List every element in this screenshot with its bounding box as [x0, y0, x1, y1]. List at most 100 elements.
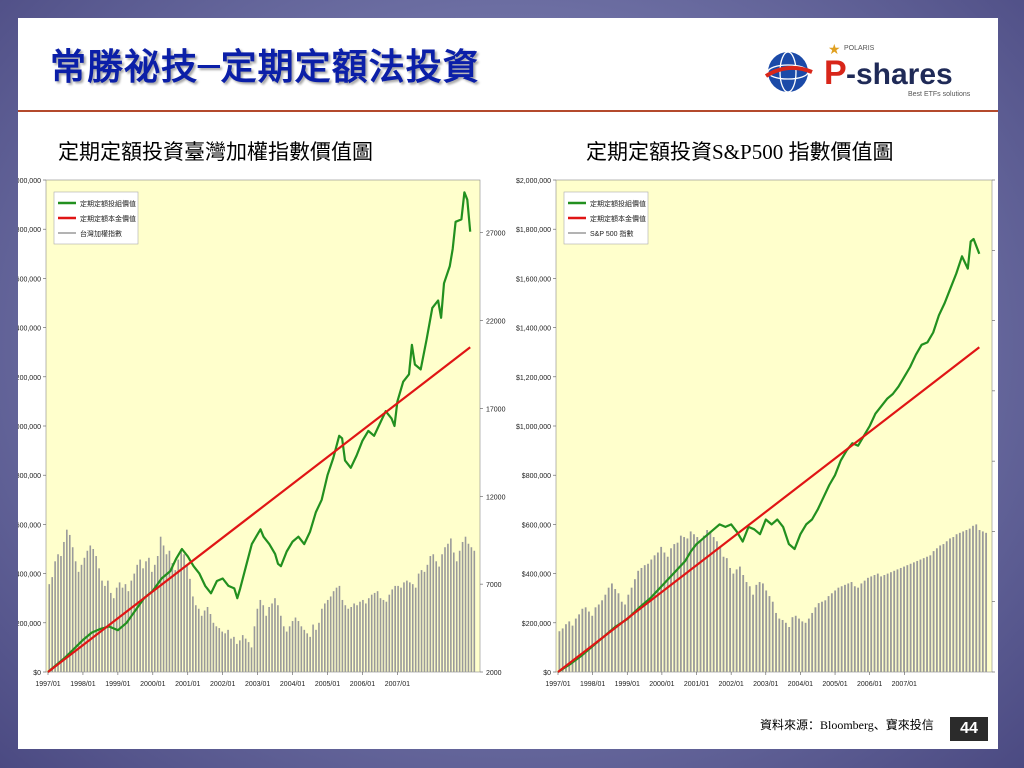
index-bar: [958, 532, 961, 672]
globe-icon: [764, 51, 813, 93]
index-bar: [203, 610, 206, 672]
index-bar: [909, 563, 912, 672]
index-bar: [601, 600, 603, 672]
plot-area: [555, 179, 993, 673]
index-bar: [189, 578, 191, 672]
index-bar: [679, 535, 682, 672]
index-bar: [236, 643, 238, 672]
x-tick-label: 1999/01: [615, 681, 640, 688]
index-bar: [919, 559, 922, 672]
index-bar: [949, 538, 951, 672]
index-bar: [470, 547, 473, 672]
index-bar: [370, 594, 373, 672]
index-bar: [271, 603, 273, 672]
index-bar: [359, 601, 361, 672]
index-bar: [860, 583, 863, 672]
index-bar: [177, 559, 180, 672]
index-bar: [329, 596, 332, 672]
index-bar: [51, 577, 53, 672]
index-bar: [247, 642, 250, 672]
y-left-tick-label: $200,000: [522, 621, 551, 628]
index-bar: [238, 640, 241, 672]
index-bar: [197, 608, 200, 672]
index-bar: [77, 571, 80, 672]
index-bar: [71, 547, 74, 672]
index-bar: [630, 587, 633, 672]
index-bar: [321, 608, 323, 672]
index-bar: [344, 605, 347, 672]
x-tick-label: 2001/01: [175, 681, 200, 688]
x-tick-label: 2006/01: [350, 681, 375, 688]
index-bar: [400, 587, 402, 672]
index-bar: [765, 590, 768, 672]
index-bar: [752, 594, 754, 672]
index-bar: [788, 627, 791, 672]
index-bar: [571, 625, 574, 672]
index-bar: [981, 531, 984, 672]
index-bar: [406, 580, 408, 672]
y-left-tick-label: $1,800,000: [18, 227, 41, 234]
y-left-tick-label: $800,000: [522, 473, 551, 480]
index-bar: [584, 607, 587, 672]
index-bar: [458, 550, 461, 672]
index-bar: [699, 541, 702, 672]
index-bar: [561, 628, 564, 672]
index-bar: [968, 528, 971, 672]
index-bar: [558, 631, 561, 672]
index-bar: [798, 618, 800, 672]
index-bar: [83, 557, 86, 672]
index-bar: [817, 603, 820, 672]
index-bar: [438, 566, 440, 672]
index-bar: [461, 541, 464, 672]
index-bar: [367, 598, 370, 672]
index-bar: [663, 552, 666, 672]
index-bar: [183, 554, 185, 672]
index-bar: [912, 562, 915, 672]
chart-title-sp500: 定期定額投資S&P500 指數價值圖: [586, 140, 894, 164]
index-bar: [467, 543, 470, 672]
index-bar: [896, 569, 899, 672]
y-left-tick-label: $800,000: [18, 473, 41, 480]
index-bar: [745, 582, 748, 672]
index-bar: [259, 599, 262, 672]
index-bar: [300, 626, 303, 672]
chart-sp500: $0 $200,000 $400,000 $600,000 $800,000 $1,000…: [516, 178, 1014, 703]
x-tick-label: 2001/01: [684, 681, 709, 688]
index-bar: [922, 558, 925, 672]
index-bar: [221, 631, 224, 672]
index-bar: [274, 598, 276, 672]
index-bar: [309, 636, 311, 672]
index-bar: [455, 561, 458, 672]
legend-label: 台灣加權指數: [80, 229, 122, 238]
index-bar: [180, 549, 182, 672]
index-bar: [689, 531, 692, 672]
index-bar: [391, 589, 394, 672]
index-bar: [640, 567, 643, 672]
index-bar: [653, 555, 656, 672]
index-bar: [916, 560, 919, 672]
index-bar: [335, 587, 338, 672]
index-bar: [253, 626, 256, 672]
y-left-tick-label: $1,400,000: [18, 326, 41, 333]
index-bar: [209, 614, 212, 672]
y-left-tick-label: $1,200,000: [516, 375, 551, 382]
chart-taiwan: $0 $200,000 $400,000 $600,000 $800,000 $1,000…: [6, 178, 518, 703]
index-bar: [230, 638, 232, 672]
index-bar: [647, 563, 649, 672]
index-bar: [414, 587, 417, 672]
index-bar: [729, 567, 731, 672]
index-bar: [57, 554, 59, 672]
index-bar: [306, 633, 309, 672]
index-bar: [291, 621, 294, 672]
index-bar: [356, 605, 358, 672]
x-tick-label: 1997/01: [545, 681, 570, 688]
index-bar: [162, 545, 165, 672]
index-bar: [268, 606, 270, 672]
y-left-tick-label: $1,600,000: [18, 276, 41, 283]
index-bar: [171, 563, 174, 672]
index-bar: [683, 537, 686, 672]
x-tick-label: 1998/01: [70, 681, 95, 688]
index-bar: [735, 569, 738, 672]
index-bar: [834, 590, 837, 672]
index-bar: [811, 612, 814, 672]
